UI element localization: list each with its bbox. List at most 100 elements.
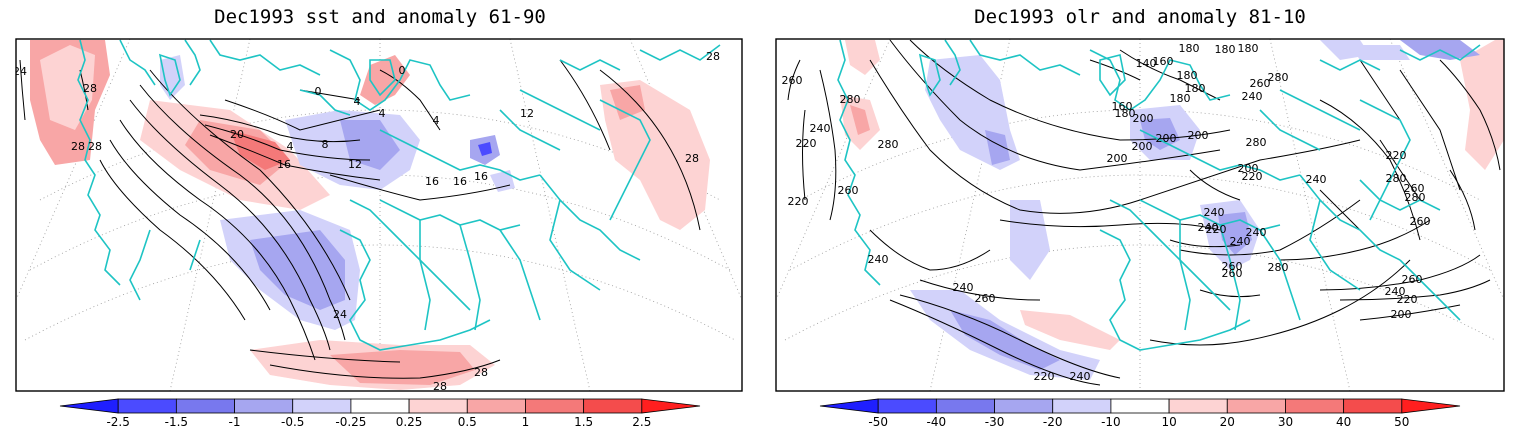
- contour-label: 160: [1112, 100, 1133, 113]
- contour-label: 220: [1397, 293, 1418, 306]
- contour-label: 200: [1391, 308, 1412, 321]
- contour-label: 200: [1188, 129, 1209, 142]
- contour-label: 0: [399, 64, 406, 77]
- contour-label: 260: [1250, 77, 1271, 90]
- contour-label: 240: [1230, 235, 1251, 248]
- contour-label: 180: [1170, 92, 1191, 105]
- contour-label: 220: [1242, 170, 1263, 183]
- contour-label: 260: [838, 184, 859, 197]
- contour-label: 280: [1246, 136, 1267, 149]
- contour-label: 260: [1222, 267, 1243, 280]
- coastlines: [837, 39, 1481, 351]
- colorbar-tick-label: 50: [1394, 415, 1409, 429]
- olr-colorbar: -50 -40 -30 -20 -10 10 20 30 40 50: [819, 398, 1461, 429]
- contour-label: 200: [1133, 112, 1154, 125]
- contour-label: 240: [868, 253, 889, 266]
- colorbar-swatch: [1226, 398, 1286, 414]
- contour-label: 200: [1156, 132, 1177, 145]
- colorbar-swatch: [1110, 398, 1170, 414]
- colorbar-swatch: [408, 398, 468, 414]
- graticule: [16, 39, 742, 391]
- colorbar-tick-label: 1.5: [574, 415, 593, 429]
- contour-label: 180: [1115, 107, 1136, 120]
- contour-label: 4: [354, 95, 361, 108]
- contour-label: 240: [1246, 226, 1267, 239]
- anomaly-patch-negative: [250, 230, 345, 310]
- sst-colorbar: -2.5 -1.5 -1 -0.5 -0.25 0.25 0.5 1 1.5 2.5: [59, 398, 701, 429]
- anomaly-patch-negative: [985, 130, 1010, 165]
- contour-label: 4: [379, 107, 386, 120]
- contour-label: 240: [810, 122, 831, 135]
- colorbar-tick-label: 0.5: [458, 415, 477, 429]
- contour-label: 260: [1404, 182, 1425, 195]
- olr-negative-anomalies: [910, 40, 1480, 380]
- contour-label: 12: [348, 158, 362, 171]
- sst-negative-anomalies: [160, 55, 515, 330]
- colorbar-swatch: [1168, 398, 1228, 414]
- contour-label: 240: [1198, 221, 1219, 234]
- contour-label: 12: [520, 107, 534, 120]
- contour-label: 16: [425, 175, 439, 188]
- colorbar-tick-label: 40: [1336, 415, 1351, 429]
- anomaly-patch-positive: [850, 105, 870, 135]
- colorbar-tick-label: -50: [868, 415, 888, 429]
- contour-label: 16: [453, 175, 467, 188]
- contour-label: 28: [88, 140, 102, 153]
- contour-label: 240: [953, 281, 974, 294]
- anomaly-patch-positive: [40, 45, 95, 130]
- contour-label: 200: [1132, 140, 1153, 153]
- contour-label: 16: [474, 170, 488, 183]
- contour-label: 220: [788, 195, 809, 208]
- contour-label: 4: [433, 114, 440, 127]
- contour-label: 280: [1268, 71, 1289, 84]
- colorbar-tick-label: -1.5: [165, 415, 188, 429]
- contour-label: 220: [1386, 149, 1407, 162]
- anomaly-patch-positive: [845, 40, 880, 75]
- contour-label: 220: [1206, 223, 1227, 236]
- contour-label: 220: [1034, 370, 1055, 383]
- contour-label: 28: [433, 380, 447, 393]
- olr-positive-anomalies: [840, 40, 1504, 350]
- colorbar-tick-label: 0.25: [396, 415, 423, 429]
- anomaly-patch-negative: [478, 142, 492, 156]
- contour-label: 260: [975, 292, 996, 305]
- colorbar-tick-label: -0.5: [281, 415, 304, 429]
- map-frame: [15, 38, 743, 392]
- colorbar-swatch: [525, 398, 585, 414]
- colorbar-swatch: [59, 398, 119, 414]
- contour-label: 24: [333, 308, 347, 321]
- contour-label: 280: [1268, 261, 1289, 274]
- contour-label: 200: [1238, 162, 1259, 175]
- contour-label: 180: [1177, 69, 1198, 82]
- sst-map-title: Dec1993 sst and anomaly 61-90: [214, 6, 546, 28]
- contour-label: 260: [1402, 273, 1423, 286]
- contour-label: 240: [1242, 90, 1263, 103]
- colorbar-swatch: [292, 398, 352, 414]
- colorbar-swatch: [466, 398, 526, 414]
- sst-panel: Dec1993 sst and anomaly 61-90: [15, 6, 743, 429]
- contour-label: 280: [840, 93, 861, 106]
- contour-label: 280: [1386, 172, 1407, 185]
- colorbar-swatch: [1052, 398, 1112, 414]
- contour-label: 260: [1410, 215, 1431, 228]
- colorbar-swatch: [819, 398, 879, 414]
- contour-label: 180: [1238, 42, 1259, 55]
- contour-label: 280: [1405, 191, 1426, 204]
- colorbar-tick-label: -1: [229, 415, 241, 429]
- contour-label: 260: [782, 74, 803, 87]
- colorbar-tick-label: 1: [522, 415, 530, 429]
- colorbar-tick-label: -20: [1043, 415, 1063, 429]
- contour-label: 180: [1215, 43, 1236, 56]
- contour-label: 240: [1070, 370, 1091, 383]
- anomaly-patch-positive: [600, 80, 710, 230]
- colorbar-tick-label: -10: [1101, 415, 1121, 429]
- colorbar-tick-label: -30: [985, 415, 1005, 429]
- colorbar-swatch: [350, 398, 410, 414]
- sst-contours: [19, 59, 701, 379]
- contour-label: 240: [1385, 285, 1406, 298]
- contour-label: 140: [1136, 57, 1157, 70]
- colorbar-tick-label: 10: [1161, 415, 1176, 429]
